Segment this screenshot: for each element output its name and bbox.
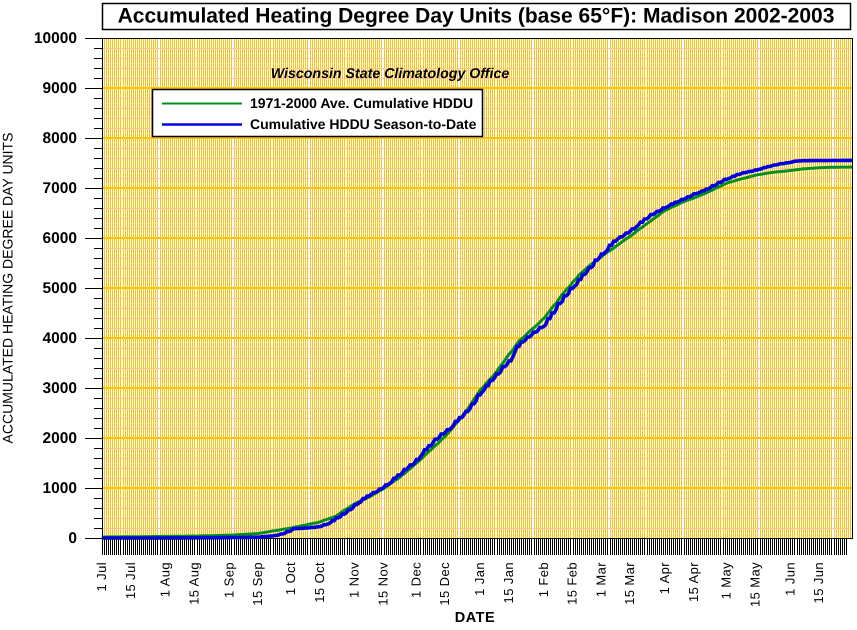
svg-text:1 Jun: 1 Jun [782, 562, 797, 596]
svg-text:1 May: 1 May [719, 562, 734, 600]
svg-text:Accumulated Heating Degree Day: Accumulated Heating Degree Day Units (ba… [118, 5, 835, 28]
svg-text:10000: 10000 [34, 30, 77, 47]
svg-text:3000: 3000 [43, 380, 77, 397]
svg-text:6000: 6000 [43, 230, 77, 247]
svg-text:15 Sep: 15 Sep [250, 562, 265, 606]
svg-text:9000: 9000 [43, 80, 77, 97]
svg-text:5000: 5000 [43, 280, 77, 297]
svg-text:Cumulative HDDU Season-to-Date: Cumulative HDDU Season-to-Date [250, 116, 477, 132]
svg-text:1 Nov: 1 Nov [347, 562, 362, 598]
svg-text:1971-2000 Ave. Cumulative HDDU: 1971-2000 Ave. Cumulative HDDU [250, 95, 473, 111]
svg-text:8000: 8000 [43, 130, 77, 147]
svg-text:15 Jul: 15 Jul [123, 562, 138, 599]
svg-text:1 Mar: 1 Mar [593, 562, 608, 598]
svg-text:1 Apr: 1 Apr [657, 562, 672, 595]
svg-text:1000: 1000 [43, 480, 77, 497]
svg-text:15 Jan: 15 Jan [501, 562, 516, 603]
svg-text:15 May: 15 May [747, 562, 762, 607]
svg-text:15 Aug: 15 Aug [187, 562, 202, 605]
svg-text:15 Apr: 15 Apr [686, 562, 701, 602]
svg-text:15 Mar: 15 Mar [622, 562, 637, 605]
svg-text:15 Nov: 15 Nov [376, 562, 391, 606]
svg-text:15 Dec: 15 Dec [437, 562, 452, 606]
svg-text:0: 0 [68, 530, 77, 547]
svg-text:4000: 4000 [43, 330, 77, 347]
svg-text:1 Oct: 1 Oct [283, 562, 298, 595]
svg-text:15 Feb: 15 Feb [565, 562, 580, 605]
svg-text:2000: 2000 [43, 430, 77, 447]
svg-text:1 Dec: 1 Dec [408, 562, 423, 598]
svg-text:15 Jun: 15 Jun [811, 562, 826, 603]
svg-text:1 Jan: 1 Jan [472, 562, 487, 596]
svg-text:Wisconsin State Climatology Of: Wisconsin State Climatology Office [271, 66, 510, 82]
svg-text:15 Oct: 15 Oct [312, 562, 327, 603]
svg-text:1 Feb: 1 Feb [536, 562, 551, 597]
svg-text:DATE: DATE [455, 610, 495, 625]
svg-text:1 Jul: 1 Jul [94, 562, 109, 591]
svg-text:ACCUMULATED HEATING DEGREE DAY: ACCUMULATED HEATING DEGREE DAY UNITS [0, 133, 16, 444]
svg-text:1 Aug: 1 Aug [158, 562, 173, 597]
svg-text:1 Sep: 1 Sep [221, 562, 236, 598]
svg-text:7000: 7000 [43, 180, 77, 197]
